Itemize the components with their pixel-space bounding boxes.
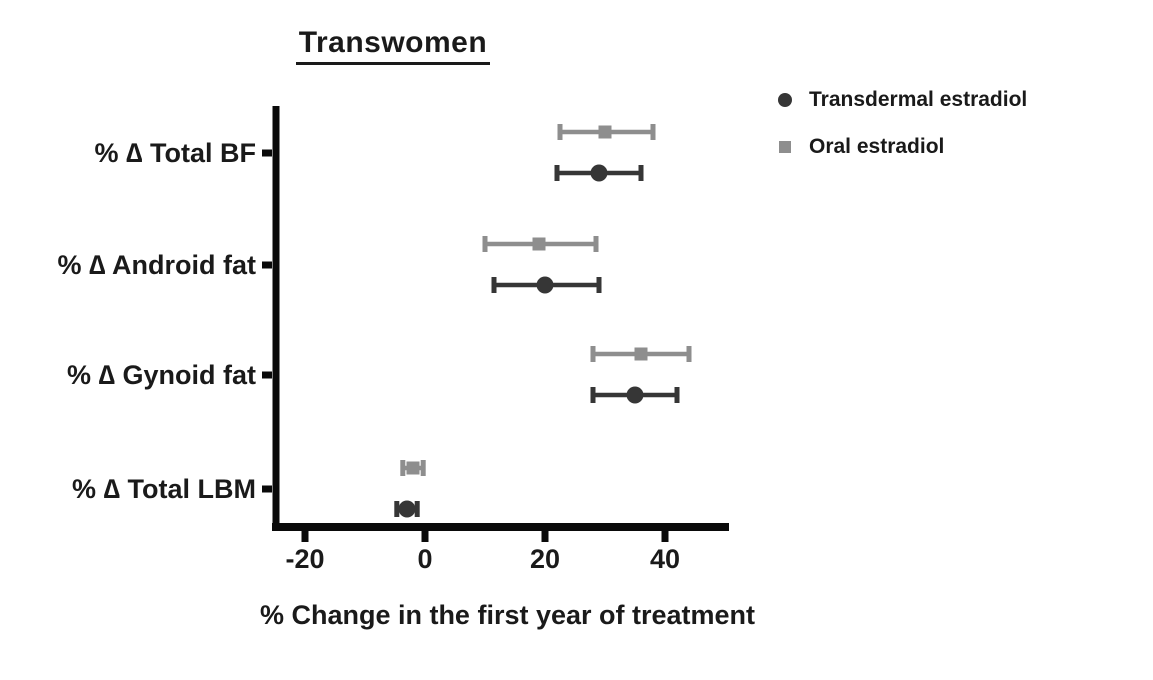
figure-title-wrap: Transwomen — [233, 26, 553, 65]
figure-title: Transwomen — [295, 26, 491, 65]
circle-marker-icon — [778, 93, 792, 107]
square-marker-icon — [779, 141, 791, 153]
category-label: % ∆ Total BF — [94, 138, 256, 168]
category-label: % ∆ Gynoid fat — [66, 360, 256, 390]
data-point-square — [532, 237, 546, 251]
legend: Transdermal estradiol Oral estradiol — [778, 85, 1027, 162]
data-point-circle — [398, 500, 416, 518]
legend-item-transdermal-estradiol: Transdermal estradiol — [778, 85, 1027, 115]
category-label: % ∆ Total LBM — [71, 474, 256, 504]
x-tick-label: 20 — [529, 544, 561, 574]
legend-label: Transdermal estradiol — [809, 88, 1028, 111]
data-point-square — [598, 125, 612, 139]
x-tick-label: 0 — [417, 544, 433, 574]
data-point-square — [634, 347, 648, 361]
legend-label: Oral estradiol — [809, 135, 945, 158]
data-point-square — [406, 461, 420, 475]
legend-item-oral-estradiol: Oral estradiol — [778, 132, 1027, 162]
x-tick-label: -20 — [285, 544, 325, 574]
category-label: % ∆ Android fat — [57, 250, 256, 280]
x-tick-label: 40 — [649, 544, 681, 574]
data-point-circle — [536, 276, 554, 294]
data-point-circle — [590, 164, 608, 182]
x-axis-label: % Change in the first year of treatment — [259, 600, 756, 630]
data-point-circle — [626, 386, 644, 404]
